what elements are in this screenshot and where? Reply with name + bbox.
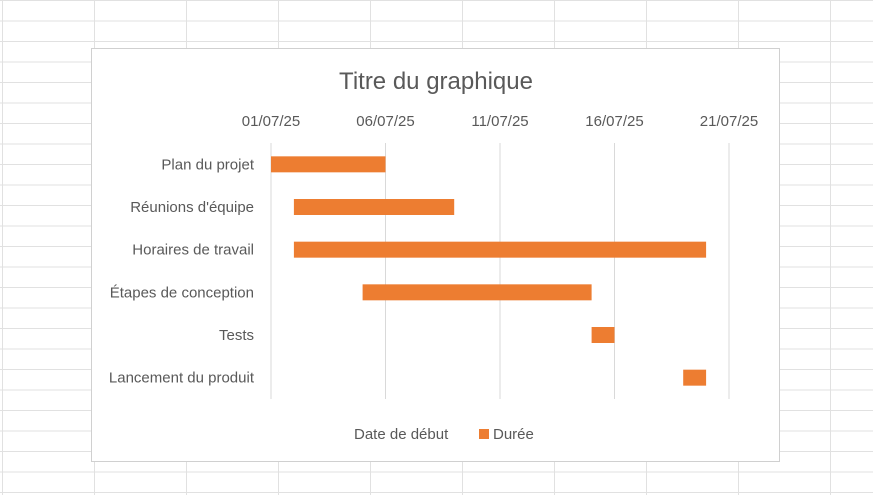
category-label: Tests bbox=[219, 327, 254, 344]
category-labels: Plan du projet Réunions d'équipe Horaires … bbox=[109, 156, 255, 386]
gantt-chart: Titre du graphique 01/07/25 06/07/25 11/07… bbox=[109, 68, 758, 443]
duration-bar[interactable] bbox=[362, 284, 592, 301]
legend: Date de début Durée bbox=[354, 426, 534, 443]
x-tick-label: 11/07/25 bbox=[471, 113, 528, 130]
category-label: Lancement du produit bbox=[109, 370, 255, 387]
duration-bar[interactable] bbox=[591, 327, 615, 343]
duration-bar[interactable] bbox=[293, 241, 707, 258]
x-tick-label: 06/07/25 bbox=[356, 113, 414, 130]
legend-entry-start-date: Date de début bbox=[354, 426, 449, 443]
bars bbox=[271, 156, 707, 386]
legend-entry-duration: Durée bbox=[493, 426, 534, 443]
gridlines bbox=[270, 143, 730, 399]
duration-bar[interactable] bbox=[293, 199, 455, 215]
category-label: Horaires de travail bbox=[132, 242, 254, 259]
duration-bar[interactable] bbox=[271, 156, 386, 173]
chart-area[interactable]: Titre du graphique 01/07/25 06/07/25 11/07… bbox=[91, 48, 780, 462]
x-axis-ticks: 01/07/25 06/07/25 11/07/25 16/07/25 21/07/25 bbox=[242, 113, 758, 130]
category-label: Réunions d'équipe bbox=[130, 199, 254, 216]
x-tick-label: 16/07/25 bbox=[585, 113, 643, 130]
duration-bar[interactable] bbox=[683, 369, 707, 386]
x-tick-label: 21/07/25 bbox=[700, 113, 758, 130]
x-tick-label: 01/07/25 bbox=[242, 113, 300, 130]
chart-title: Titre du graphique bbox=[339, 68, 533, 95]
category-label: Étapes de conception bbox=[110, 284, 254, 301]
legend-swatch-duration bbox=[479, 429, 489, 439]
category-label: Plan du projet bbox=[161, 156, 254, 173]
